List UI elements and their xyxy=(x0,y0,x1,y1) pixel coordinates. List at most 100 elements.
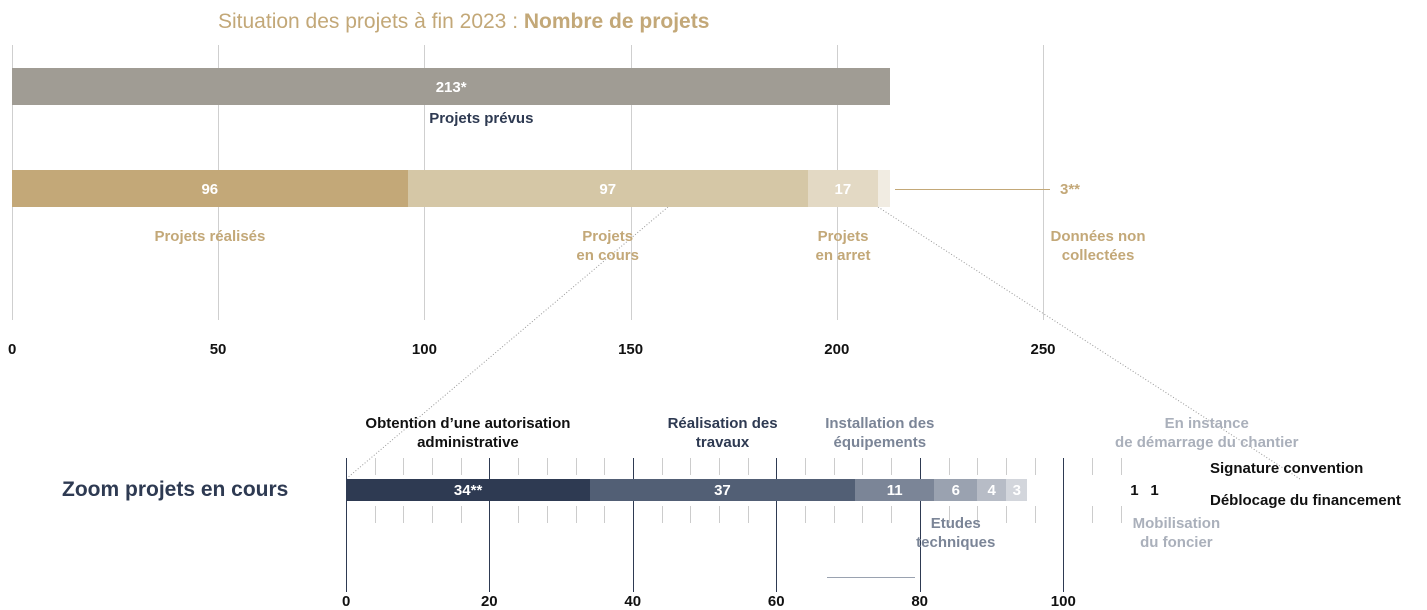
value-label: 4 xyxy=(987,482,996,499)
minor-tick xyxy=(948,458,950,475)
segment-name: Signature convention xyxy=(1210,460,1364,477)
bar-segment xyxy=(12,170,408,207)
segment-name: Projets réalisés xyxy=(154,228,266,245)
segment-name: Données non collectées xyxy=(1050,228,1146,264)
value-label: 37 xyxy=(714,482,731,499)
minor-tick xyxy=(575,458,577,475)
minor-tick xyxy=(747,458,749,475)
x-tick-label: 50 xyxy=(209,341,227,358)
segment-name: Obtention d’une autorisation administrat… xyxy=(365,415,571,451)
minor-tick xyxy=(460,458,462,475)
bar-segment xyxy=(346,479,590,501)
minor-tick xyxy=(604,458,606,475)
minor-tick xyxy=(977,458,979,475)
value-label: 96 xyxy=(201,180,219,198)
minor-tick xyxy=(1005,458,1007,475)
grid-line xyxy=(489,458,491,592)
minor-tick xyxy=(403,506,405,523)
value-label: 213* xyxy=(435,78,467,96)
x-tick-label: 60 xyxy=(767,593,785,610)
grid-line xyxy=(632,458,634,592)
leader-line xyxy=(895,188,1050,190)
segment-name: Projets prévus xyxy=(429,110,534,127)
bar-segment xyxy=(12,68,891,105)
minor-tick xyxy=(891,458,893,475)
minor-tick xyxy=(518,458,520,475)
zoom-guide xyxy=(345,206,669,480)
x-tick-label: 80 xyxy=(911,593,928,610)
minor-tick xyxy=(546,458,548,475)
minor-tick xyxy=(575,506,577,523)
value-label: 1 xyxy=(1150,482,1159,499)
x-tick-label: 20 xyxy=(480,593,498,610)
minor-tick xyxy=(718,506,720,523)
minor-tick xyxy=(403,458,405,475)
value-label: 3** xyxy=(1060,180,1081,198)
x-tick-label: 200 xyxy=(824,341,850,358)
bar-segment xyxy=(1027,479,1035,501)
minor-tick xyxy=(891,506,893,523)
minor-tick xyxy=(1034,506,1036,523)
segment-name: En instance de démarrage du chantier xyxy=(1115,415,1299,451)
grid-line xyxy=(919,458,921,592)
segment-name: Réalisation des travaux xyxy=(667,415,778,451)
value-label: 34** xyxy=(453,482,483,499)
bar-segment xyxy=(589,479,856,501)
minor-tick xyxy=(1120,506,1122,523)
segment-name: Déblocage du financement xyxy=(1210,492,1401,509)
segment-name: Installation des équipements xyxy=(825,415,935,451)
minor-tick xyxy=(518,506,520,523)
x-tick-label: 150 xyxy=(618,341,644,358)
bar-segment xyxy=(934,479,978,501)
value-label: 1 xyxy=(1130,482,1139,499)
zoom-title: Zoom projets en cours xyxy=(62,478,289,501)
grid-line xyxy=(1063,458,1065,592)
minor-tick xyxy=(747,506,749,523)
value-label: 3 xyxy=(1012,482,1021,499)
grid-line xyxy=(776,458,778,592)
minor-tick xyxy=(1005,506,1007,523)
grid-line xyxy=(1043,45,1044,320)
value-label: 6 xyxy=(951,482,961,499)
x-tick-label: 100 xyxy=(1050,593,1076,610)
value-label: 97 xyxy=(599,180,617,198)
minor-tick xyxy=(374,506,376,523)
bar-segment xyxy=(1005,479,1028,501)
title-bold: Nombre de projets xyxy=(523,10,710,33)
minor-tick xyxy=(690,506,692,523)
bar-segment xyxy=(878,170,891,207)
minor-tick xyxy=(1120,458,1122,475)
bar-segment xyxy=(1034,479,1042,501)
minor-tick xyxy=(833,506,835,523)
minor-tick xyxy=(374,458,376,475)
decor-line xyxy=(827,577,915,578)
bar-segment xyxy=(977,479,1006,501)
minor-tick xyxy=(833,458,835,475)
title: Situation des projets à fin 2023 : xyxy=(218,10,519,33)
bar-segment xyxy=(407,170,808,207)
minor-tick xyxy=(805,506,807,523)
segment-name: Projets en arret xyxy=(815,228,871,264)
minor-tick xyxy=(948,506,950,523)
bar-segment xyxy=(807,170,879,207)
x-tick-label: 250 xyxy=(1030,341,1056,358)
segment-name: Projets en cours xyxy=(576,228,639,264)
minor-tick xyxy=(432,506,434,523)
minor-tick xyxy=(432,458,434,475)
minor-tick xyxy=(1034,458,1036,475)
minor-tick xyxy=(661,506,663,523)
x-tick-label: 100 xyxy=(411,341,437,358)
minor-tick xyxy=(460,506,462,523)
value-label: 11 xyxy=(886,482,903,499)
minor-tick xyxy=(690,458,692,475)
grid-line xyxy=(346,458,347,592)
minor-tick xyxy=(1091,506,1093,523)
minor-tick xyxy=(1091,458,1093,475)
minor-tick xyxy=(862,506,864,523)
segment-name: Etudes techniques xyxy=(916,515,996,551)
x-tick-label: 40 xyxy=(624,593,642,610)
minor-tick xyxy=(546,506,548,523)
segment-name: Mobilisation du foncier xyxy=(1132,515,1221,551)
